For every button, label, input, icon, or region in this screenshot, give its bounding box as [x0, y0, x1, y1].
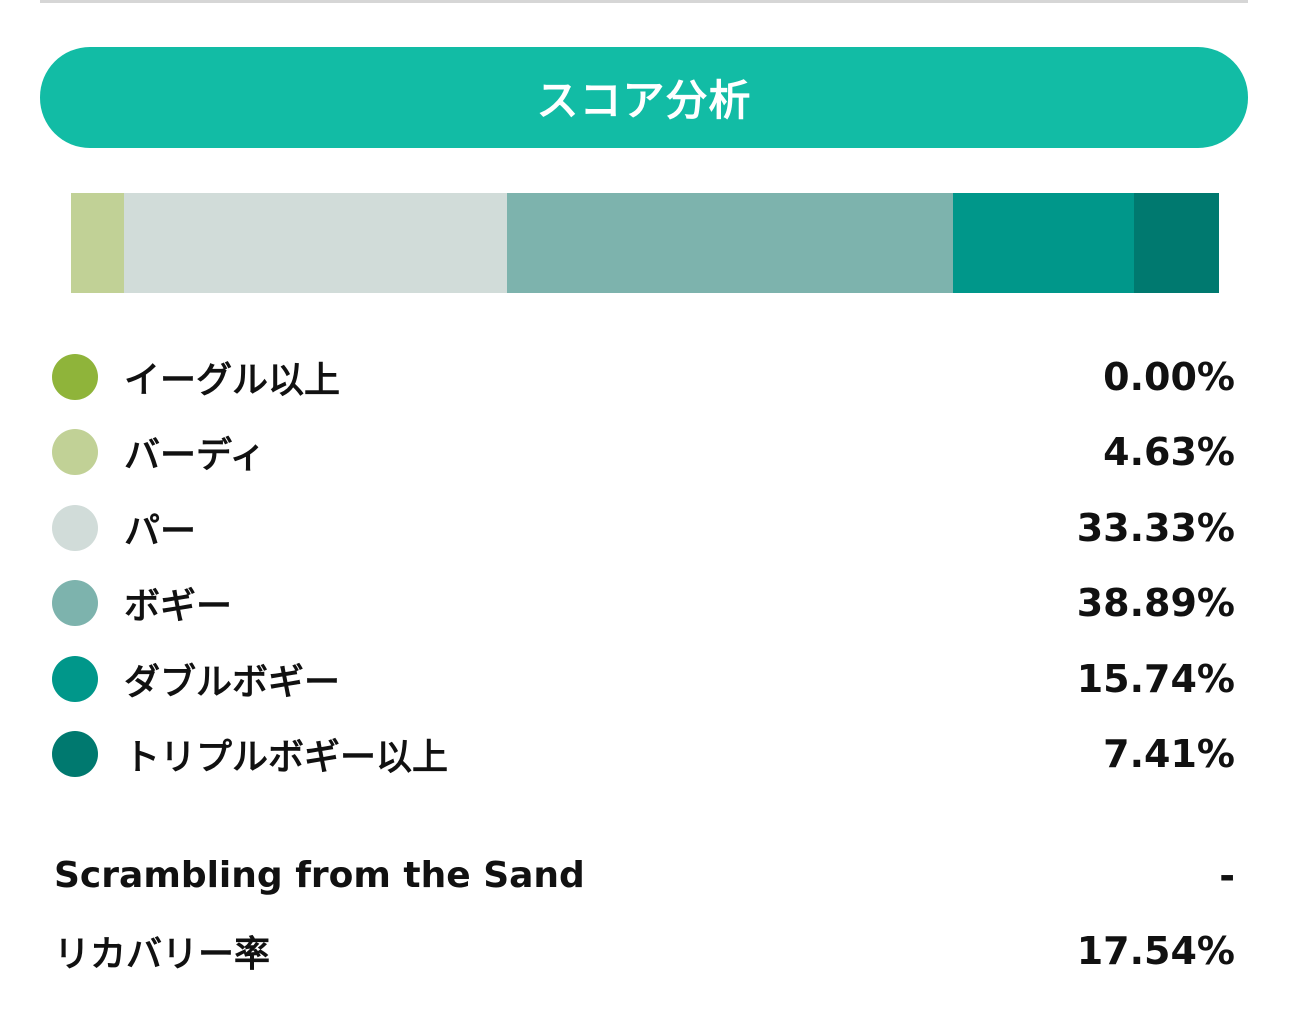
legend-color-dot — [52, 504, 98, 551]
legend-row: ボギー 38.89% — [52, 566, 1235, 642]
legend-value: 38.89% — [1076, 581, 1235, 626]
distribution-segment — [71, 193, 125, 293]
section-title: スコア分析 — [536, 76, 752, 125]
stats-list: Scrambling from the Sand - リカバリー率 17.54% — [54, 838, 1235, 988]
stat-row-recovery: リカバリー率 17.54% — [54, 913, 1235, 988]
legend-label: ボギー — [124, 586, 233, 628]
legend-label: パー — [124, 510, 197, 552]
legend-color-dot — [52, 353, 98, 400]
stat-row-scrambling: Scrambling from the Sand - — [54, 838, 1235, 913]
stat-value: 17.54% — [1076, 928, 1235, 973]
score-legend: イーグル以上 0.00% バーディ 4.63% パー 33.33% ボギー 38.89% ダブル… — [52, 339, 1235, 792]
legend-item: ダブルボギー — [52, 653, 340, 705]
legend-item: ボギー — [52, 577, 232, 629]
legend-label: イーグル以上 — [124, 359, 341, 401]
distribution-segment — [506, 193, 954, 293]
distribution-segment — [953, 193, 1134, 293]
legend-item: トリプルボギー以上 — [52, 728, 448, 780]
stat-label: Scrambling from the Sand — [54, 855, 585, 896]
legend-item: イーグル以上 — [52, 351, 340, 403]
stat-label: リカバリー率 — [54, 933, 271, 975]
legend-label: バーディ — [124, 435, 266, 477]
legend-item: バーディ — [52, 426, 265, 478]
legend-color-dot — [52, 580, 98, 627]
legend-color-dot — [52, 655, 98, 702]
section-header: スコア分析 — [40, 47, 1248, 148]
legend-row: バーディ 4.63% — [52, 415, 1235, 491]
legend-value: 33.33% — [1076, 505, 1235, 550]
legend-row: トリプルボギー以上 7.41% — [52, 717, 1235, 793]
legend-label: ダブルボギー — [124, 661, 341, 703]
legend-item: パー — [52, 502, 196, 554]
stat-value: - — [1219, 853, 1235, 898]
legend-color-dot — [52, 731, 98, 778]
legend-value: 7.41% — [1103, 732, 1235, 777]
legend-row: イーグル以上 0.00% — [52, 339, 1235, 415]
legend-label: トリプルボギー以上 — [124, 737, 449, 779]
legend-color-dot — [52, 429, 98, 476]
score-distribution-bar — [71, 193, 1219, 293]
legend-value: 4.63% — [1103, 430, 1235, 475]
legend-value: 15.74% — [1076, 656, 1235, 701]
legend-row: ダブルボギー 15.74% — [52, 641, 1235, 717]
distribution-segment — [1133, 193, 1219, 293]
legend-value: 0.00% — [1103, 354, 1235, 399]
top-divider — [40, 0, 1248, 3]
distribution-segment — [124, 193, 507, 293]
legend-row: パー 33.33% — [52, 490, 1235, 566]
